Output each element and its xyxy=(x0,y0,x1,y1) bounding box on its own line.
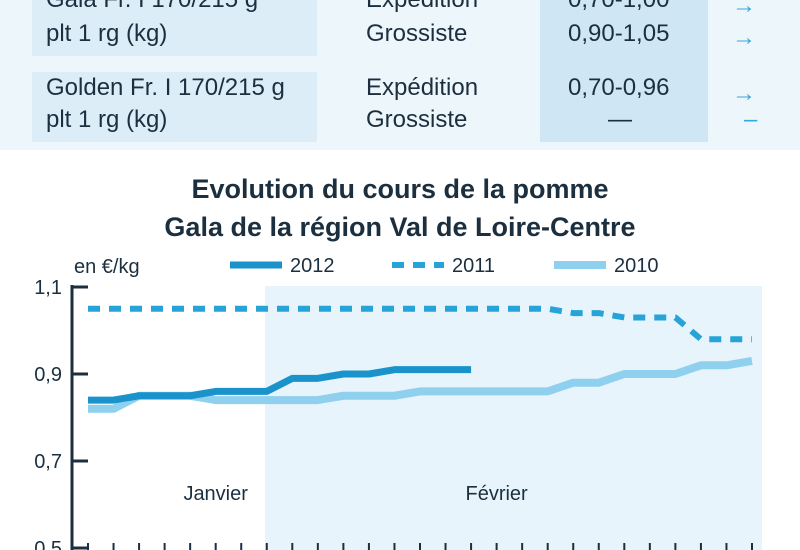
legend-label: 2010 xyxy=(614,255,659,277)
stage-label: Grossiste xyxy=(366,106,468,133)
y-tick-label: 0,5 xyxy=(34,538,62,550)
product-unit: plt 1 rg (kg) xyxy=(46,106,168,133)
product-unit: plt 1 rg (kg) xyxy=(46,20,168,47)
y-tick-label: 0,9 xyxy=(34,364,62,386)
chart-band xyxy=(265,286,762,550)
chart-title-line2: Gala de la région Val de Loire-Centre xyxy=(164,212,636,242)
trend-arrow-icon: → xyxy=(732,80,756,107)
stage-label: Expédition xyxy=(366,0,478,16)
trend-arrow-icon: → xyxy=(732,0,756,19)
product-label: Golden Fr. I 170/215 g xyxy=(46,74,285,101)
y-tick-label: 1,1 xyxy=(34,277,62,299)
month-label: Janvier xyxy=(183,483,248,505)
price-column xyxy=(540,0,708,142)
stage-label: Grossiste xyxy=(366,20,468,47)
legend-label: 2012 xyxy=(290,255,335,277)
y-tick-label: 0,7 xyxy=(34,451,62,473)
stage-label: Expédition xyxy=(366,74,479,101)
price-value: 0,70-0,96 xyxy=(568,74,670,101)
trend-arrow-icon: – xyxy=(744,106,758,133)
series-line-2011 xyxy=(88,305,752,343)
month-label: Février xyxy=(465,483,528,505)
series-line-2012 xyxy=(88,366,472,404)
y-axis-label: en €/kg xyxy=(74,256,140,278)
price-value: 0,90-1,05 xyxy=(568,20,670,47)
table-row xyxy=(32,0,317,56)
product-label: Gala Fr. I 170/215 g xyxy=(46,0,258,16)
trend-arrow-icon: → xyxy=(732,24,756,51)
price-value: 0,70-1,00 xyxy=(568,0,669,16)
legend-label: 2011 xyxy=(452,255,495,277)
price-value: — xyxy=(608,106,632,133)
table-row xyxy=(32,72,317,142)
price-table: Gala Fr. I 170/215 g plt 1 rg (kg) Expéd… xyxy=(0,0,800,150)
chart-title-line1: Evolution du cours de la pomme xyxy=(191,174,609,204)
